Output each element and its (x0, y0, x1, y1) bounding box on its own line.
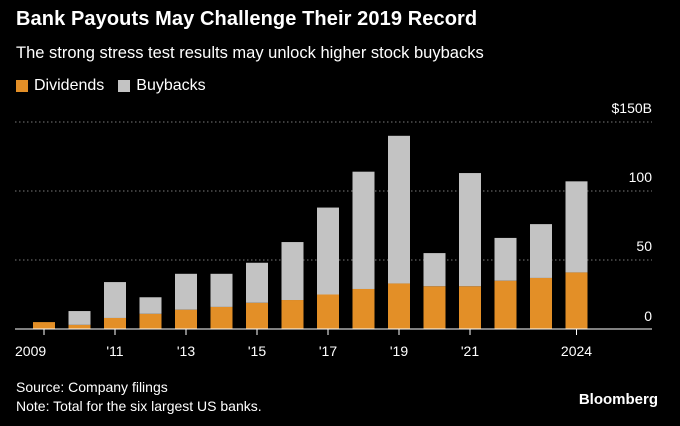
chart-legend: Dividends Buybacks (16, 77, 220, 95)
y-tick-label: 50 (636, 238, 652, 254)
bar-dividends-2024 (565, 272, 588, 329)
chart-subtitle: The strong stress test results may unloc… (16, 44, 484, 62)
bar-dividends-2022 (494, 280, 517, 329)
bar-buybacks-2019 (388, 135, 410, 284)
bar-dividends-2021 (459, 286, 481, 329)
bar-buybacks-2022 (494, 237, 517, 281)
legend-swatch-buybacks (118, 80, 131, 92)
x-tick-label: '17 (319, 343, 337, 359)
bar-dividends-2019 (388, 283, 410, 329)
x-tick-label: 2024 (561, 343, 592, 359)
bar-dividends-2023 (530, 277, 552, 329)
x-tick-label: 2009 (15, 343, 46, 359)
bar-dividends-2014 (210, 306, 233, 329)
legend-item-dividends: Dividends (16, 77, 104, 95)
bar-dividends-2018 (352, 288, 375, 329)
bar-dividends-2013 (175, 309, 197, 329)
x-tick-label: '19 (390, 343, 408, 359)
bar-buybacks-2018 (352, 171, 375, 289)
bar-buybacks-2024 (565, 181, 588, 273)
source-text: Source: Company filings (16, 379, 168, 395)
bar-buybacks-2010 (68, 311, 91, 325)
y-tick-label: $150B (612, 100, 652, 116)
bar-buybacks-2017 (317, 207, 339, 295)
bar-dividends-2009 (33, 322, 55, 329)
x-tick-label: '21 (461, 343, 479, 359)
bar-buybacks-2015 (246, 262, 268, 303)
bar-buybacks-2014 (210, 273, 233, 307)
legend-label-buybacks: Buybacks (136, 77, 206, 94)
note-text: Note: Total for the six largest US banks… (16, 398, 262, 414)
bar-dividends-2016 (281, 300, 304, 329)
legend-item-buybacks: Buybacks (118, 77, 206, 95)
chart-footnotes: Source: Company filings Note: Total for … (16, 378, 262, 416)
bar-dividends-2010 (68, 324, 91, 329)
bar-dividends-2017 (317, 294, 339, 329)
bar-buybacks-2023 (530, 224, 552, 278)
bar-dividends-2012 (139, 313, 162, 329)
bar-buybacks-2013 (175, 273, 197, 310)
bar-buybacks-2020 (423, 253, 446, 287)
bar-chart: 0 50 100 $150B 2009 '11 '13 '15 '17 '19 '21 2024 (15, 100, 653, 359)
x-tick-label: '11 (106, 343, 123, 359)
bar-dividends-2015 (246, 302, 268, 329)
legend-label-dividends: Dividends (34, 77, 105, 94)
bar-dividends-2011 (104, 317, 126, 329)
y-tick-label: 100 (629, 169, 653, 185)
y-tick-label: 0 (644, 308, 652, 324)
bar-dividends-2020 (423, 286, 446, 329)
bloomberg-logo: Bloomberg (578, 391, 658, 408)
x-tick-label: '13 (177, 343, 195, 359)
x-tick-label: '15 (248, 343, 266, 359)
bar-buybacks-2012 (139, 297, 162, 314)
chart-title: Bank Payouts May Challenge Their 2019 Re… (16, 8, 478, 30)
bar-buybacks-2021 (459, 173, 481, 287)
legend-swatch-dividends (16, 80, 28, 92)
bar-buybacks-2011 (104, 282, 126, 318)
bar-buybacks-2016 (281, 242, 304, 301)
